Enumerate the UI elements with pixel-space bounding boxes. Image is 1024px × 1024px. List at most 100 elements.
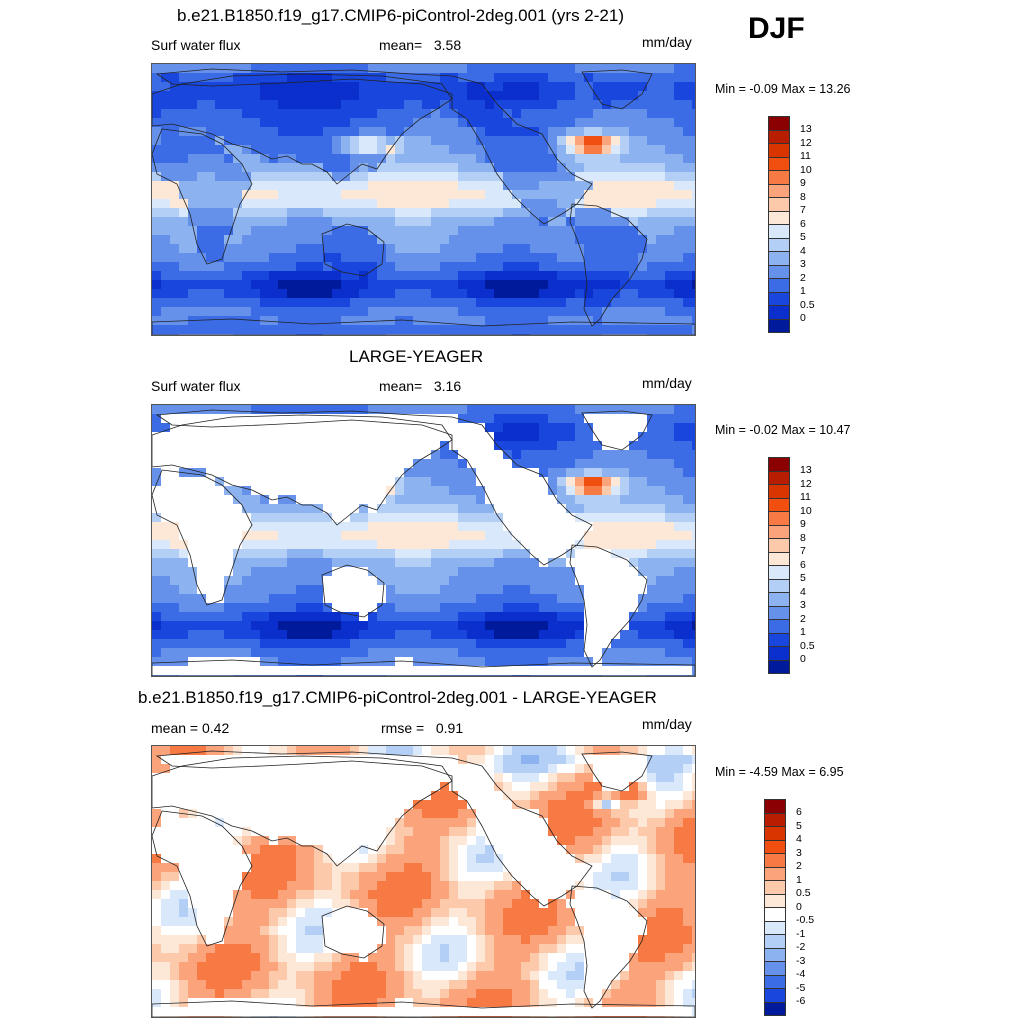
map-cell — [206, 630, 216, 640]
map-cell — [215, 486, 225, 496]
map-cell — [233, 145, 243, 155]
map-cell — [377, 217, 387, 227]
map-cell — [296, 531, 306, 541]
map-cell — [575, 127, 585, 137]
map-cell — [314, 899, 324, 909]
colorbar-box — [768, 659, 790, 674]
map-cell — [341, 612, 351, 622]
map-cell — [656, 531, 666, 541]
map-cell — [332, 154, 342, 164]
map-cell — [566, 244, 576, 254]
map-cell — [566, 262, 576, 272]
map-cell — [476, 746, 486, 756]
map-cell — [431, 208, 441, 218]
panel-1-units: mm/day — [642, 34, 692, 50]
map-cell — [422, 262, 432, 272]
map-cell — [224, 136, 234, 146]
map-cell — [296, 118, 306, 128]
map-cell — [368, 800, 378, 810]
map-cell — [584, 549, 594, 559]
map-cell — [521, 639, 531, 649]
map-cell — [206, 504, 216, 514]
map-cell — [665, 612, 675, 622]
map-cell — [494, 773, 504, 783]
map-cell — [359, 872, 369, 882]
map-cell — [557, 558, 567, 568]
map-cell — [602, 836, 612, 846]
map-cell — [161, 226, 171, 236]
map-cell — [440, 836, 450, 846]
map-cell — [674, 441, 684, 451]
map-cell — [314, 325, 324, 335]
map-cell — [260, 450, 270, 460]
map-cell — [296, 836, 306, 846]
map-cell — [440, 845, 450, 855]
map-cell — [683, 235, 693, 245]
map-cell — [206, 639, 216, 649]
map-cell — [602, 827, 612, 837]
map-cell — [566, 253, 576, 263]
map-cell — [476, 675, 486, 676]
coastline — [152, 414, 453, 526]
map-cell — [539, 136, 549, 146]
map-cell — [512, 899, 522, 909]
map-cell — [593, 836, 603, 846]
map-cell — [269, 504, 279, 514]
map-cell — [215, 531, 225, 541]
map-cell — [260, 181, 270, 191]
map-cell — [170, 495, 180, 505]
map-cell — [521, 459, 531, 469]
map-cell — [395, 118, 405, 128]
colorbar-box — [768, 237, 790, 251]
map-cell — [539, 666, 549, 676]
map-cell — [296, 307, 306, 317]
map-cell — [458, 154, 468, 164]
map-cell — [395, 145, 405, 155]
map-cell — [368, 755, 378, 765]
map-cell — [422, 423, 432, 433]
map-cell — [377, 827, 387, 837]
map-cell — [611, 764, 621, 774]
map-cell — [242, 172, 252, 182]
map-cell — [386, 118, 396, 128]
map-cell — [224, 262, 234, 272]
map-cell — [467, 181, 477, 191]
map-cell — [341, 567, 351, 577]
map-cell — [179, 163, 189, 173]
map-cell — [431, 630, 441, 640]
map-cell — [665, 845, 675, 855]
map-cell — [296, 423, 306, 433]
map-cell — [377, 414, 387, 424]
map-cell — [413, 800, 423, 810]
map-cell — [377, 118, 387, 128]
colorbar-tick-label: 8 — [800, 531, 806, 544]
map-cell — [170, 100, 180, 110]
map-cell — [161, 136, 171, 146]
map-cell — [278, 307, 288, 317]
map-cell — [224, 585, 234, 595]
map-cell — [647, 872, 657, 882]
map-cell — [593, 881, 603, 891]
map-cell — [395, 630, 405, 640]
map-cell — [476, 289, 486, 299]
map-cell — [269, 244, 279, 254]
map-cell — [215, 540, 225, 550]
map-cell — [503, 603, 513, 613]
map-cell — [269, 576, 279, 586]
map-cell — [206, 307, 216, 317]
map-cell — [683, 899, 693, 909]
map-cell — [323, 863, 333, 873]
map-cell — [656, 423, 666, 433]
map-cell — [233, 800, 243, 810]
map-cell — [539, 630, 549, 640]
map-cell — [278, 298, 288, 308]
map-cell — [503, 154, 513, 164]
map-cell — [224, 495, 234, 505]
map-cell — [656, 432, 666, 442]
map-cell — [278, 280, 288, 290]
map-cell — [494, 522, 504, 532]
map-cell — [305, 118, 315, 128]
map-cell — [242, 639, 252, 649]
map-cell — [674, 163, 684, 173]
map-cell — [332, 432, 342, 442]
